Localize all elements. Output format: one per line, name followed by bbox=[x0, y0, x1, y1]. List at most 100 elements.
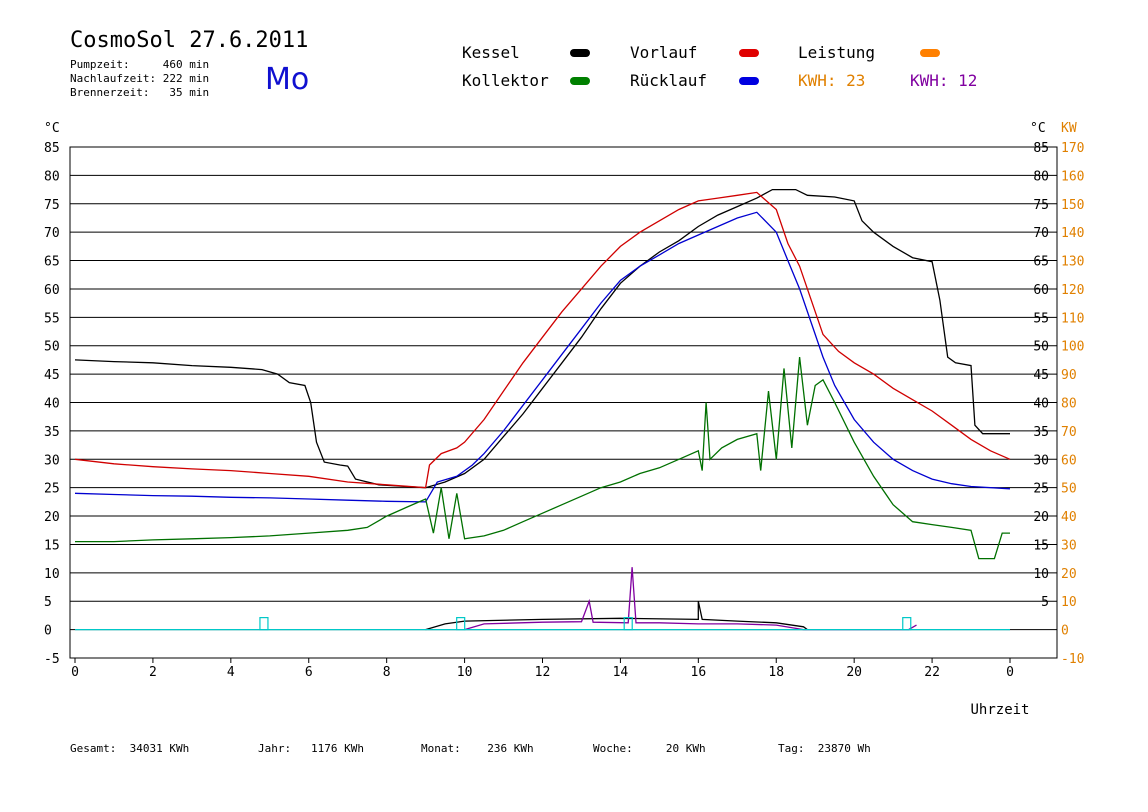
chart-title: CosmoSol 27.6.2011 bbox=[70, 28, 309, 53]
y-tick-right-c: 20 bbox=[1033, 510, 1049, 525]
legend-kessel-swatch bbox=[570, 49, 590, 57]
y-tick-right-kw: 170 bbox=[1061, 141, 1084, 156]
y-tick-right-kw: 0 bbox=[1061, 624, 1069, 639]
legend-kollektor: Kollektor bbox=[462, 71, 549, 90]
y-tick-left: 15 bbox=[44, 538, 60, 553]
y-tick-right-c: 35 bbox=[1033, 425, 1049, 440]
x-tick-label: 8 bbox=[383, 665, 391, 680]
y-tick-left: 20 bbox=[44, 510, 60, 525]
y-tick-left: 45 bbox=[44, 368, 60, 383]
y-tick-left: 80 bbox=[44, 169, 60, 184]
series-leistung_kessel bbox=[425, 601, 808, 631]
footer-woche: Woche: 20 KWh bbox=[593, 742, 706, 755]
y-tick-left: 10 bbox=[44, 567, 60, 582]
brennerzeit-info: Brennerzeit: 35 min bbox=[70, 86, 210, 99]
y-tick-right-kw: 150 bbox=[1061, 198, 1084, 213]
x-tick-label: 22 bbox=[924, 665, 940, 680]
y-tick-right-c: 65 bbox=[1033, 255, 1049, 270]
y-tick-left: 25 bbox=[44, 482, 60, 497]
y-tick-right-c: 45 bbox=[1033, 368, 1049, 383]
legend-ruecklauf-swatch bbox=[739, 77, 759, 85]
y-tick-left: 5 bbox=[44, 595, 52, 610]
y-tick-left: 60 bbox=[44, 283, 60, 298]
x-tick-label: 20 bbox=[846, 665, 862, 680]
y-tick-left: 35 bbox=[44, 425, 60, 440]
legend-ruecklauf: Rücklauf bbox=[630, 71, 708, 90]
zero-line-marker bbox=[902, 617, 912, 631]
y-tick-right-kw: 70 bbox=[1061, 425, 1077, 440]
x-tick-label: 2 bbox=[149, 665, 157, 680]
footer-monat: Monat: 236 KWh bbox=[421, 742, 534, 755]
y-tick-right-c: 40 bbox=[1033, 397, 1049, 412]
y-tick-right-kw: 10 bbox=[1061, 595, 1077, 610]
footer-tag: Tag: 23870 Wh bbox=[778, 742, 871, 755]
x-axis-label: Uhrzeit bbox=[970, 702, 1029, 718]
y-tick-right-kw: 110 bbox=[1061, 311, 1084, 326]
x-tick-label: 6 bbox=[305, 665, 313, 680]
y-tick-right-kw: 160 bbox=[1061, 169, 1084, 184]
y-tick-left: 75 bbox=[44, 198, 60, 213]
y-tick-right-kw: 30 bbox=[1061, 538, 1077, 553]
y-tick-right-c: 85 bbox=[1033, 141, 1049, 156]
y-unit-left: °C bbox=[44, 121, 60, 136]
legend-kollektor-swatch bbox=[570, 77, 590, 85]
x-tick-label: 4 bbox=[227, 665, 235, 680]
y-tick-right-c: 5 bbox=[1041, 595, 1049, 610]
y-tick-right-kw: 20 bbox=[1061, 567, 1077, 582]
y-tick-right-c: 75 bbox=[1033, 198, 1049, 213]
footer-jahr: Jahr: 1176 KWh bbox=[258, 742, 364, 755]
y-tick-right-c: 30 bbox=[1033, 453, 1049, 468]
y-tick-right-c: 15 bbox=[1033, 538, 1049, 553]
kwh-total-2: KWH: 12 bbox=[910, 71, 978, 90]
series-vorlauf bbox=[74, 191, 1011, 489]
x-tick-label: 16 bbox=[691, 665, 707, 680]
y-tick-right-kw: 90 bbox=[1061, 368, 1077, 383]
series-kessel bbox=[74, 188, 1010, 489]
pumpzeit-info: Pumpzeit: 460 min bbox=[70, 58, 210, 71]
weekday-label: Mo bbox=[265, 62, 310, 97]
y-unit-right-c: °C bbox=[1030, 121, 1046, 136]
y-tick-left: 55 bbox=[44, 311, 60, 326]
y-tick-left: 70 bbox=[44, 226, 60, 241]
y-tick-left: 65 bbox=[44, 255, 60, 270]
y-tick-right-c: 25 bbox=[1033, 482, 1049, 497]
y-tick-right-c: 70 bbox=[1033, 226, 1049, 241]
y-tick-left: 50 bbox=[44, 340, 60, 355]
x-tick-label: 10 bbox=[457, 665, 473, 680]
legend-vorlauf-swatch bbox=[739, 49, 759, 57]
y-tick-right-kw: 100 bbox=[1061, 340, 1084, 355]
y-tick-left: 30 bbox=[44, 453, 60, 468]
y-tick-right-c: 50 bbox=[1033, 340, 1049, 355]
y-tick-right-kw: 80 bbox=[1061, 397, 1077, 412]
y-tick-right-c: 80 bbox=[1033, 169, 1049, 184]
series-ruecklauf bbox=[74, 211, 1011, 503]
x-tick-label: 0 bbox=[71, 665, 79, 680]
kwh-total-1: KWH: 23 bbox=[798, 71, 866, 90]
y-tick-right-kw: 140 bbox=[1061, 226, 1084, 241]
y-tick-right-c: 55 bbox=[1033, 311, 1049, 326]
y-unit-right-kw: KW bbox=[1061, 121, 1077, 136]
y-tick-right-kw: 60 bbox=[1061, 453, 1077, 468]
y-tick-right-c: 10 bbox=[1033, 567, 1049, 582]
y-tick-left: -5 bbox=[44, 652, 60, 667]
y-tick-left: 0 bbox=[44, 624, 52, 639]
x-tick-label: 12 bbox=[535, 665, 551, 680]
y-tick-right-kw: 50 bbox=[1061, 482, 1077, 497]
legend-vorlauf: Vorlauf bbox=[630, 43, 698, 62]
legend-leistung-swatch bbox=[920, 49, 940, 57]
y-tick-right-kw: 40 bbox=[1061, 510, 1077, 525]
y-tick-right-kw: -10 bbox=[1061, 652, 1084, 667]
y-tick-left: 85 bbox=[44, 141, 60, 156]
y-tick-right-kw: 120 bbox=[1061, 283, 1084, 298]
x-tick-label: 18 bbox=[768, 665, 784, 680]
y-tick-left: 40 bbox=[44, 397, 60, 412]
zero-line-marker bbox=[259, 617, 269, 631]
y-tick-right-c: 60 bbox=[1033, 283, 1049, 298]
x-tick-label: 0 bbox=[1006, 665, 1014, 680]
legend-kessel: Kessel bbox=[462, 43, 520, 62]
zero-line-marker bbox=[456, 617, 466, 631]
zero-line-marker bbox=[623, 617, 633, 631]
x-tick-label: 14 bbox=[613, 665, 629, 680]
y-tick-right-kw: 130 bbox=[1061, 255, 1084, 270]
